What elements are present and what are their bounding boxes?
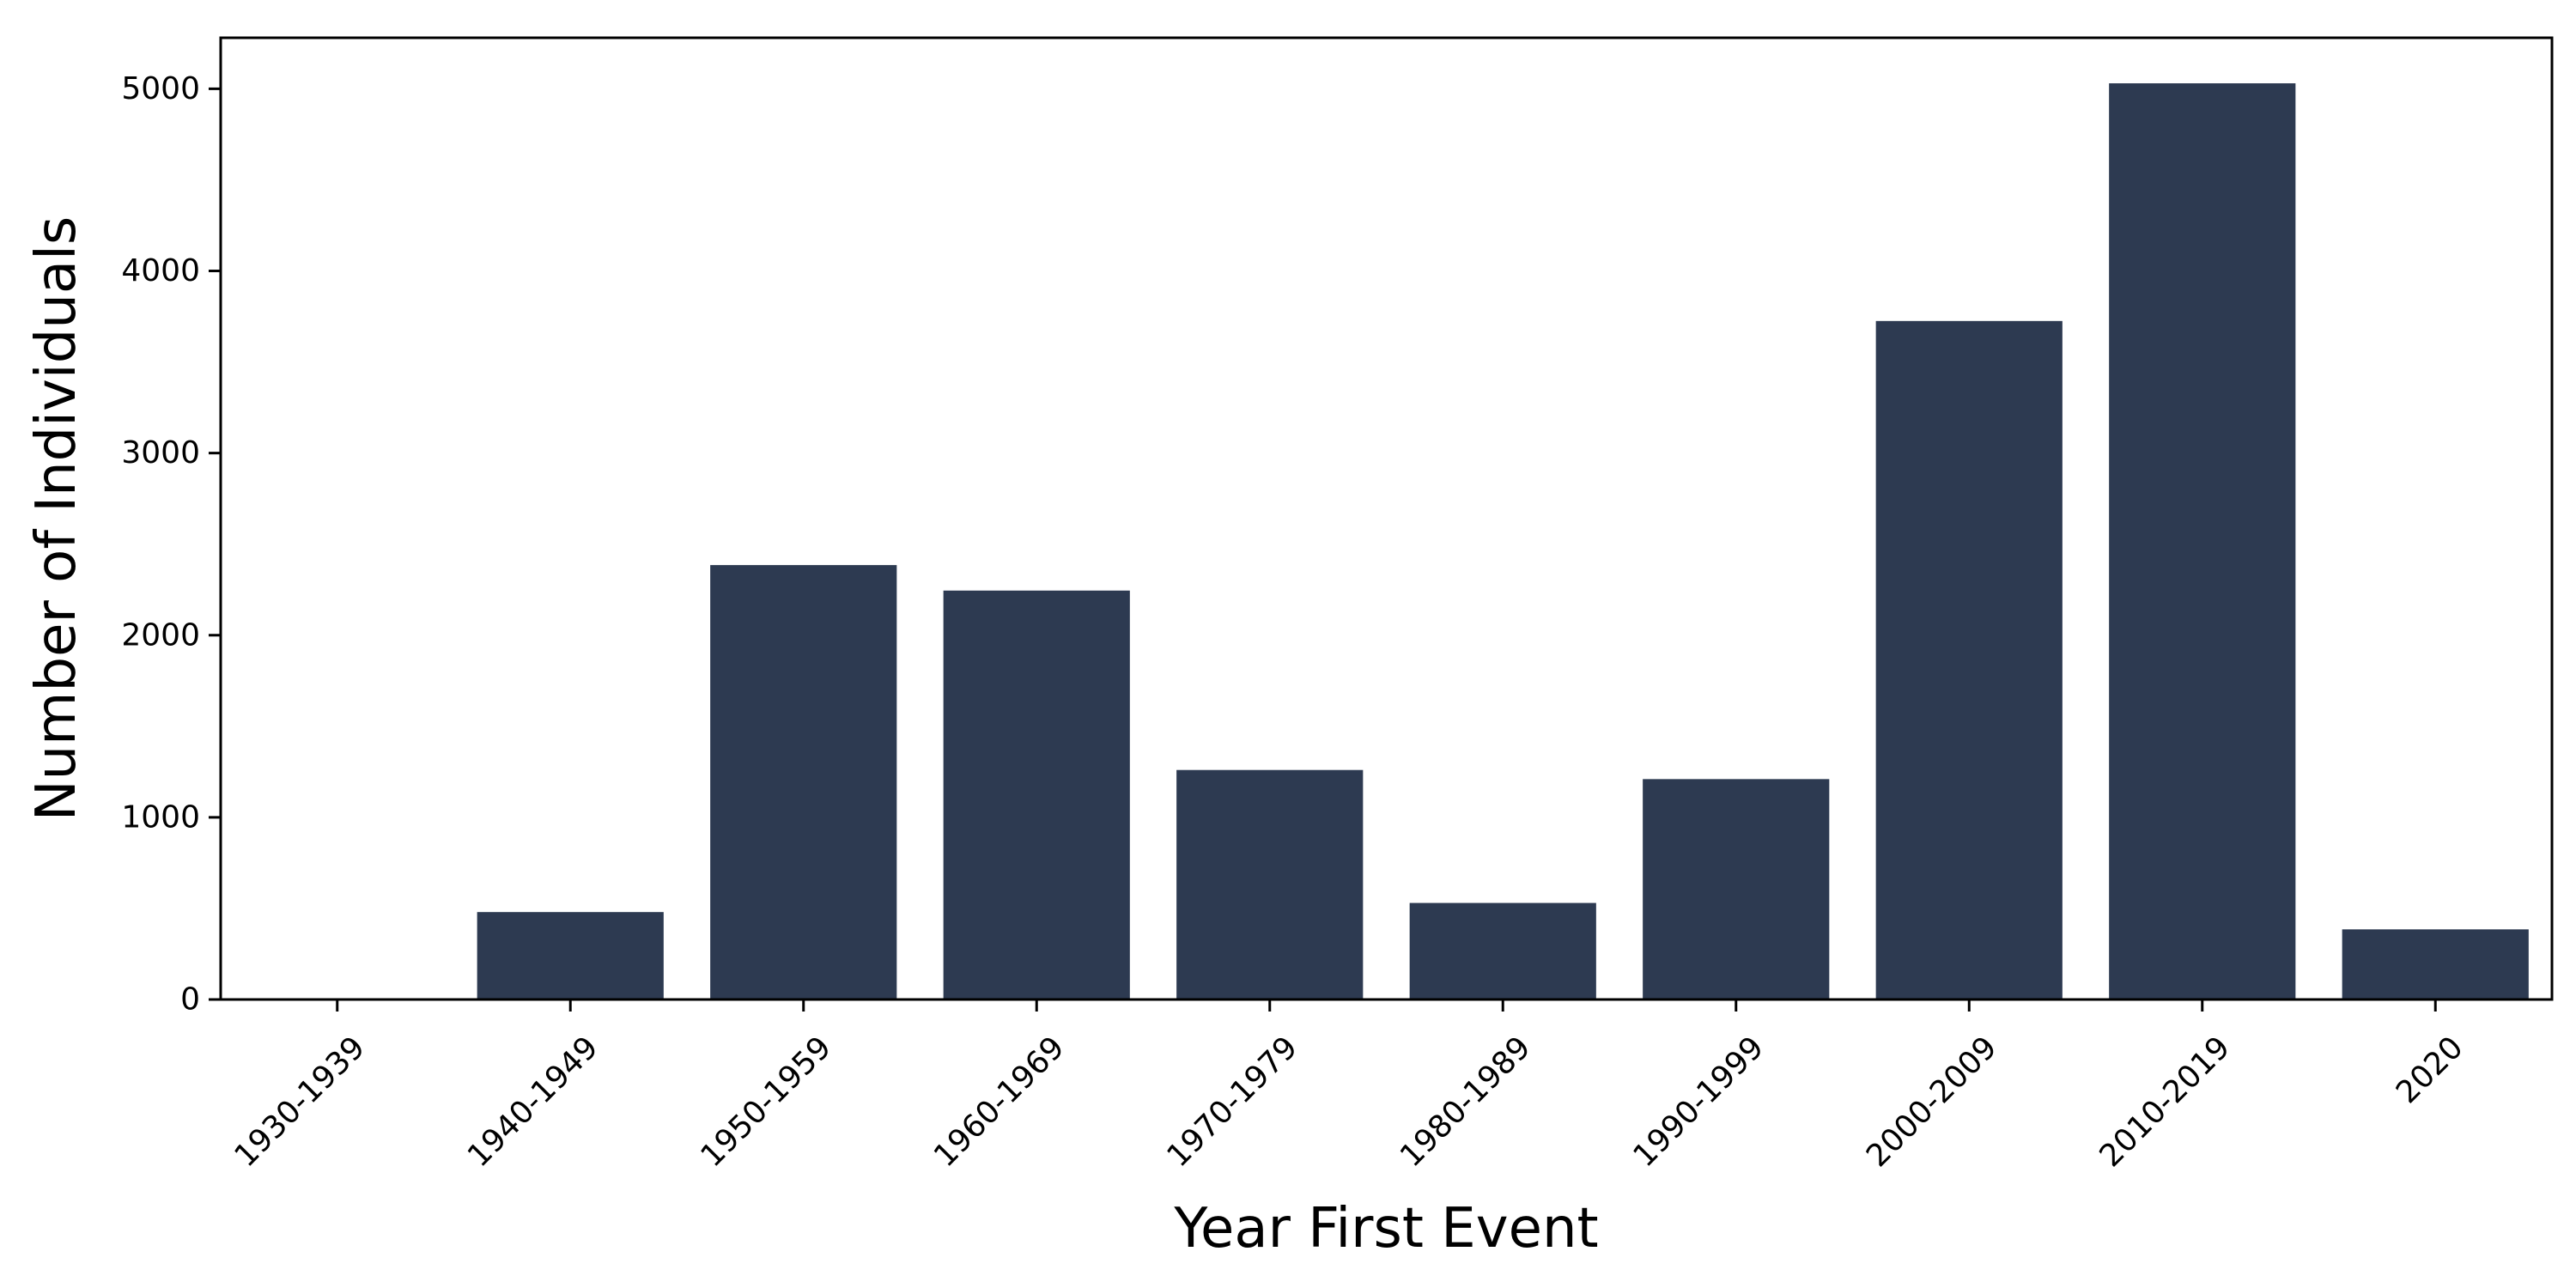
bar-1990-1999 (1643, 779, 1830, 999)
bar-2000-2009 (1875, 320, 2063, 999)
bar-1950-1959 (710, 565, 897, 999)
y-tick-label: 4000 (121, 253, 200, 289)
y-axis-title: Number of Individuals (25, 216, 88, 822)
bar-2020 (2342, 929, 2529, 999)
y-tick-label: 3000 (121, 435, 200, 471)
bar-1970-1979 (1176, 769, 1364, 999)
plot-frame (219, 36, 2554, 1001)
bar-1980-1989 (1409, 902, 1596, 999)
bar-1960-1969 (943, 590, 1130, 999)
bar-1940-1949 (477, 912, 664, 999)
x-axis-title: Year First Event (1173, 1197, 1598, 1261)
bar-2010-2019 (2109, 83, 2296, 1000)
bars-group (477, 83, 2529, 1000)
y-tick-label: 2000 (121, 617, 200, 653)
y-tick-label: 5000 (121, 71, 200, 106)
y-axis-ticks: 0 1000 2000 3000 4000 5000 (121, 71, 221, 1018)
y-tick-label: 1000 (121, 799, 200, 835)
y-tick-label: 0 (180, 982, 200, 1018)
